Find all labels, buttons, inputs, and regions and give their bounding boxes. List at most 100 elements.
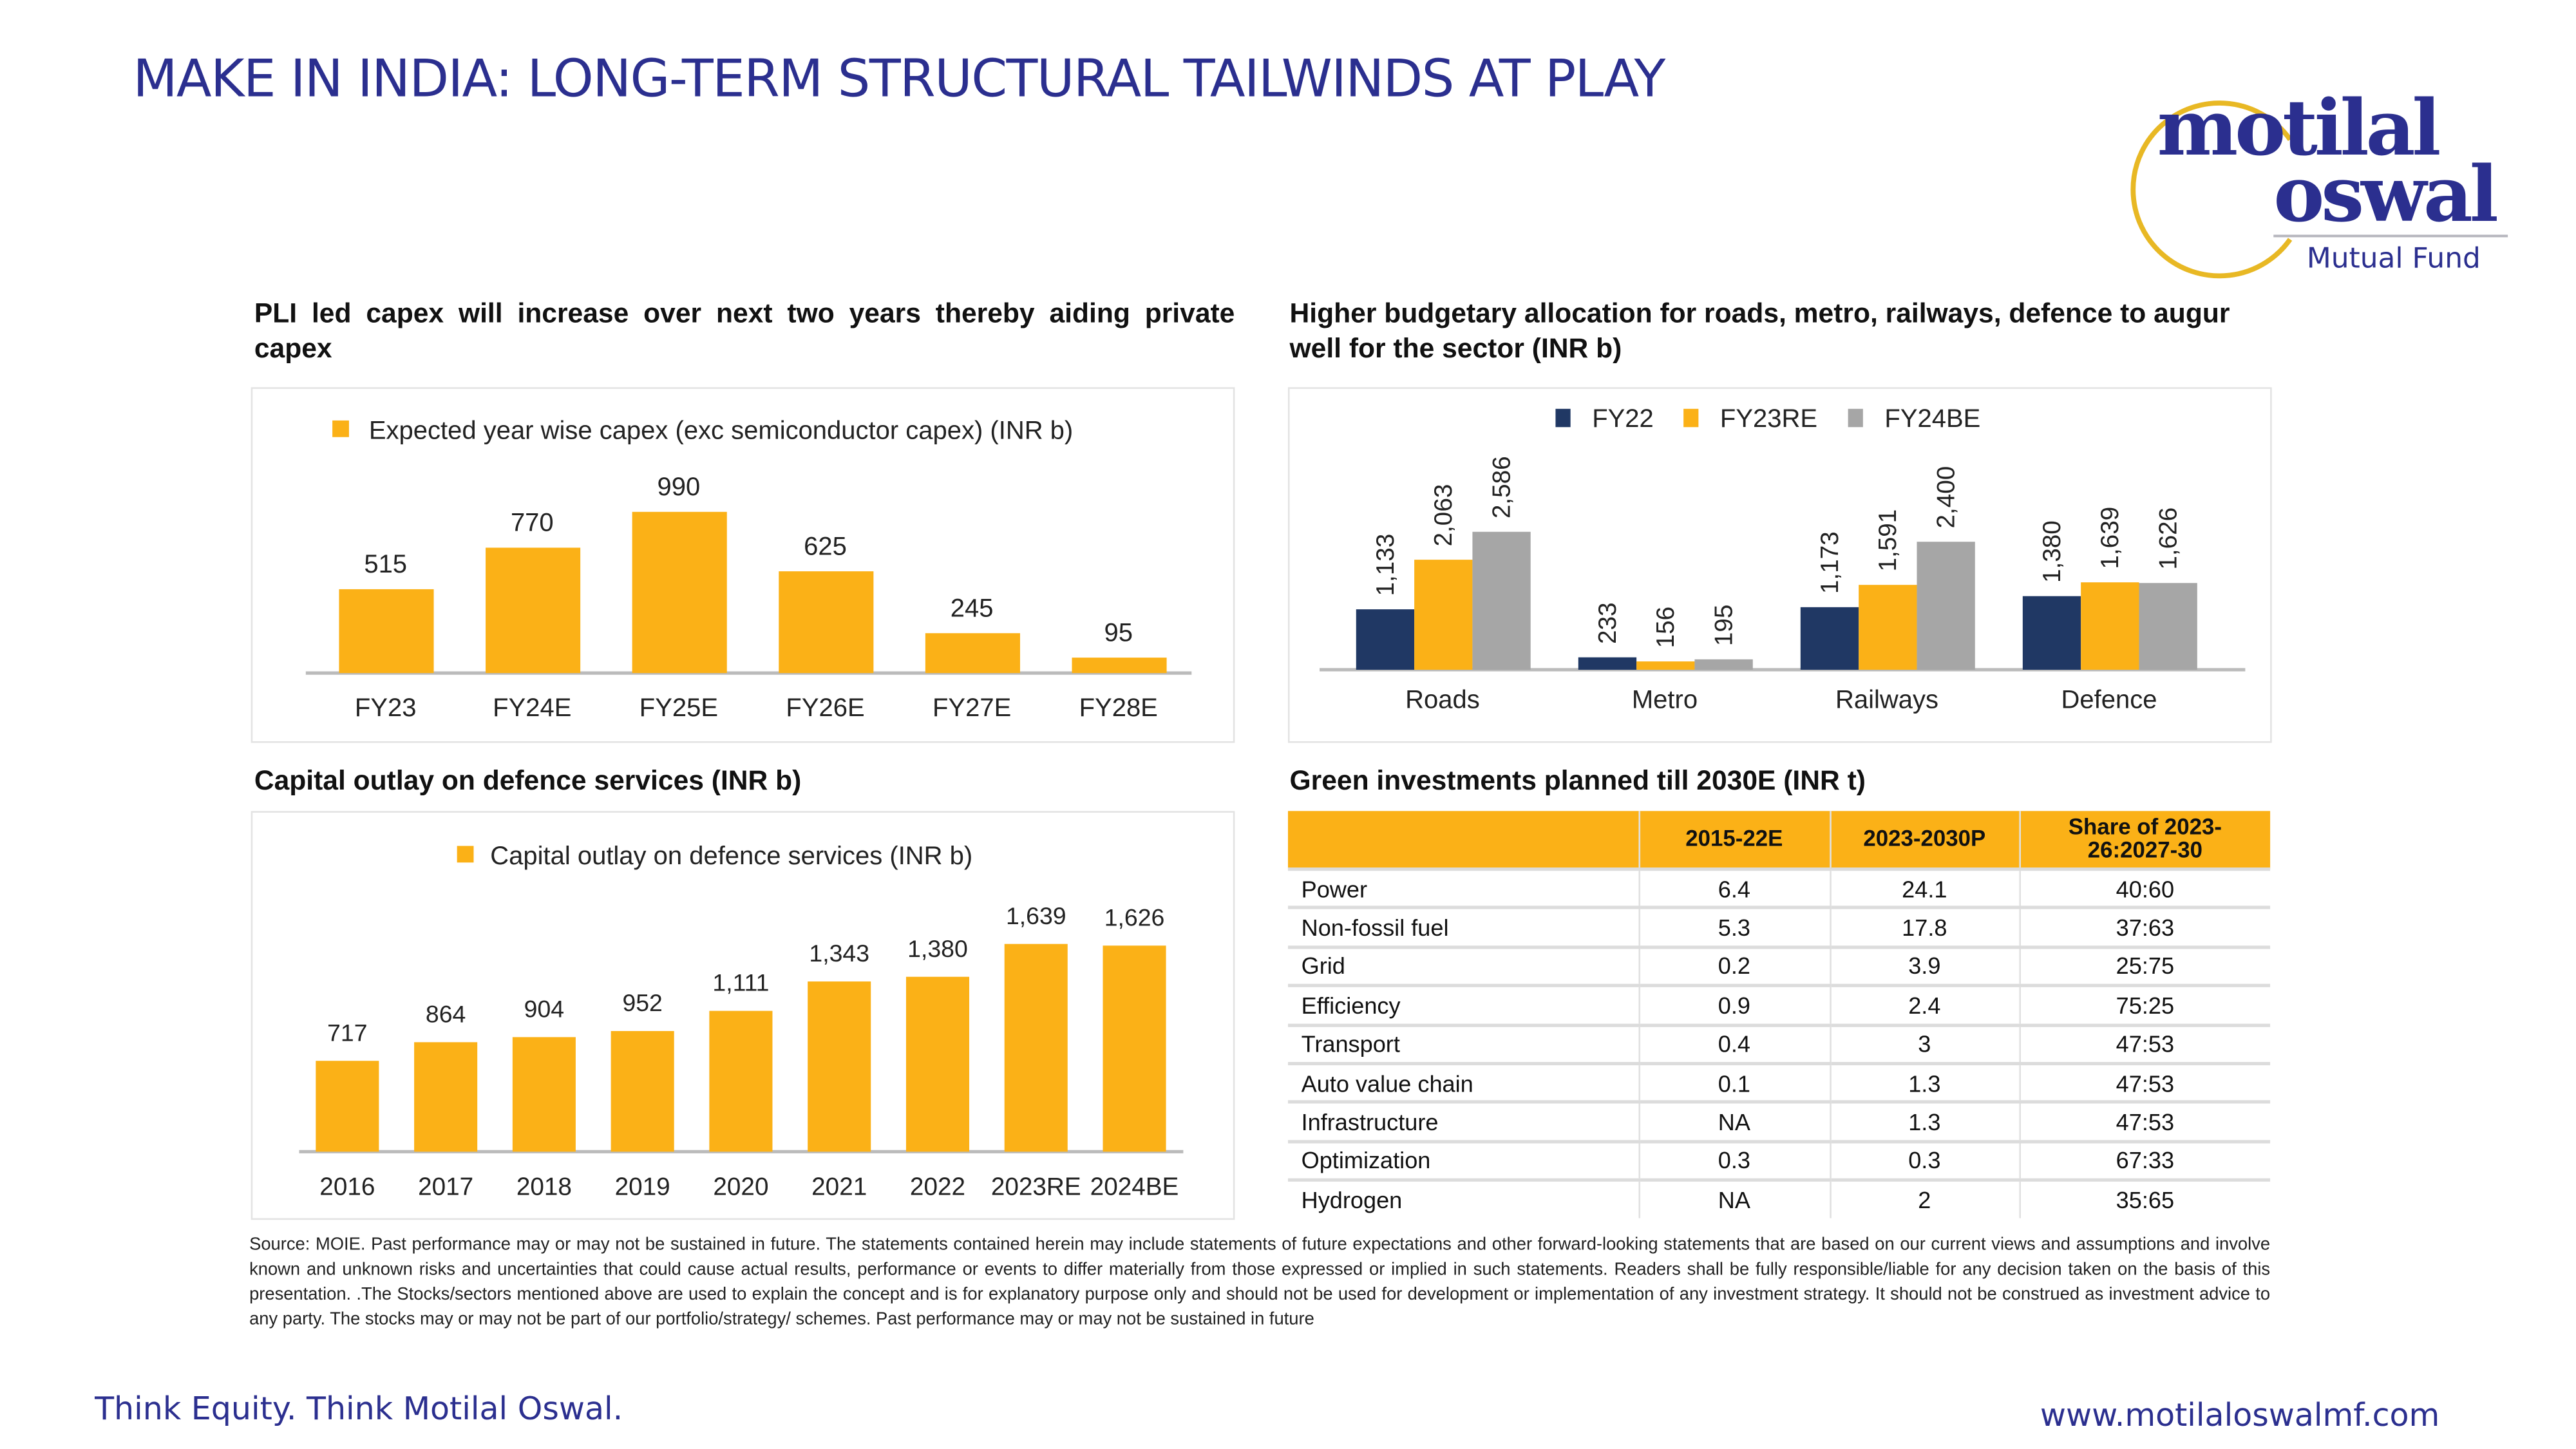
table-row: Infrastructure NA 1.3 47:53 [1287,1101,2271,1142]
bar-fy22 [2022,596,2081,670]
data-label: 1,626 [1104,904,1165,931]
footer-tagline: Think Equity. Think Motilal Oswal. [95,1390,623,1428]
logo-oswal: oswal [2273,149,2499,240]
column-header: 2023-2030P [1828,811,2020,869]
table-cell: Non-fossil fuel [1287,906,1639,947]
x-tick-label: 2016 [319,1173,375,1200]
table-cell: 0.4 [1638,1023,1830,1064]
table-cell: NA [1638,1101,1830,1142]
table-cell: 3.9 [1828,945,2020,986]
bar [1103,945,1166,1152]
data-label: 1,173 [1816,531,1844,594]
chart-canvas: Expected year wise capex (exc semiconduc… [305,416,1192,722]
table-cell: Auto value chain [1287,1061,1639,1103]
table-cell: 47:53 [2018,1061,2271,1103]
budget-allocation-chart: FY22 FY23RE FY24BE 1,133 2,063 2,586 Roads 233 1… [1287,387,2272,743]
table-row: Grid 0.2 3.9 25:75 [1287,945,2271,986]
table-cell: Optimization [1287,1139,1639,1180]
data-label: 717 [327,1019,367,1046]
bar-fy23re [1414,560,1473,670]
bar-fy22 [1800,607,1859,670]
x-tick-label: 2023RE [991,1173,1081,1200]
logo: motilal oswal Mutual Fund [2121,73,2519,281]
table-cell: 37:63 [2018,906,2271,947]
column-header: 2015-22E [1638,811,1830,869]
bar [339,589,434,674]
green-table-title: Green investments planned till 2030E (IN… [1289,766,1866,797]
table-cell: NA [1638,1178,1830,1218]
x-tick-label: FY23 [355,694,417,722]
bar [512,1037,576,1152]
table-cell: 5.3 [1638,906,1830,947]
data-label: 625 [804,532,847,560]
table-cell: 75:25 [2018,984,2271,1025]
data-label: 990 [658,473,701,501]
logo-mutual-fund: Mutual Fund [2306,242,2481,276]
x-tick-label: 2017 [418,1173,473,1200]
table-cell: 40:60 [2018,867,2271,909]
x-tick-label: FY28E [1079,694,1158,722]
data-label: 195 [1710,605,1738,647]
x-tick-label: Roads [1405,685,1480,714]
data-label: 2,063 [1430,484,1457,547]
data-label: 1,380 [907,935,968,962]
table-row: Optimization 0.3 0.3 67:33 [1287,1139,2271,1180]
legend-label: Expected year wise capex (exc semiconduc… [369,416,1073,444]
x-tick-label: FY27E [933,694,1011,722]
table-cell: Grid [1287,945,1639,986]
data-label: 95 [1104,618,1133,647]
table-cell: Transport [1287,1023,1639,1064]
table-cell: Efficiency [1287,984,1639,1025]
table-row: Hydrogen NA 2 35:65 [1287,1178,2271,1218]
table-row: Efficiency 0.9 2.4 75:25 [1287,984,2271,1025]
x-tick-label: Defence [2061,685,2157,714]
bar-fy24be [1694,659,1753,670]
legend-label: Capital outlay on defence services (INR … [490,842,972,870]
table-cell: 1.3 [1828,1101,2020,1142]
bar-fy24be [1472,531,1531,670]
x-tick-label: 2021 [811,1173,867,1200]
pli-capex-chart: Expected year wise capex (exc semiconduc… [251,387,1235,743]
bar [486,547,581,674]
bar [1072,658,1167,674]
data-label: 1,343 [809,940,869,967]
data-label: 2,586 [1488,456,1515,518]
bar [905,976,970,1152]
table-cell: 47:53 [2018,1101,2271,1142]
data-label: 2,400 [1933,466,1960,529]
x-tick-label: FY26E [786,694,864,722]
bar-fy22 [1578,657,1637,670]
legend-swatch [1848,408,1863,428]
page-title: MAKE IN INDIA: LONG-TERM STRUCTURAL TAIL… [133,50,1665,110]
table-header: 2015-22E 2023-2030P Share of 2023-26:2027-… [1287,811,2271,869]
logo-ring-icon [2130,100,2508,279]
bar-fy23re [2081,582,2139,670]
green-investments-table: 2015-22E 2023-2030P Share of 2023-26:2027-… [1287,811,2271,1218]
legend-label: FY22 [1592,404,1654,433]
table-cell: 0.1 [1638,1061,1830,1103]
table-cell: Power [1287,867,1639,909]
data-label: 233 [1594,602,1622,644]
table-cell: 2.4 [1828,984,2020,1025]
data-label: 1,111 [712,969,769,996]
budget-chart-title: Higher budgetary allocation for roads, m… [1289,299,2230,365]
data-label: 904 [524,995,564,1022]
data-label: 952 [622,989,662,1016]
table-cell: 3 [1828,1023,2020,1064]
footer-website[interactable]: www.motilaloswalmf.com [2040,1397,2440,1435]
table-cell: 6.4 [1638,867,1830,909]
table-cell: 17.8 [1828,906,2020,947]
bar-fy24be [1917,542,1975,670]
table-row: Non-fossil fuel 5.3 17.8 37:63 [1287,906,2271,947]
legend-swatch [1555,408,1571,428]
table-cell: 24.1 [1828,867,2020,909]
x-tick-label: Metro [1632,685,1698,714]
x-tick-label: FY24E [493,694,571,722]
data-label: 1,133 [1372,534,1399,596]
legend-swatch [332,420,349,437]
data-label: 1,591 [1874,509,1902,572]
data-label: 515 [364,550,407,578]
bar [611,1030,674,1152]
bar [632,511,727,674]
data-label: 1,639 [2096,507,2124,569]
